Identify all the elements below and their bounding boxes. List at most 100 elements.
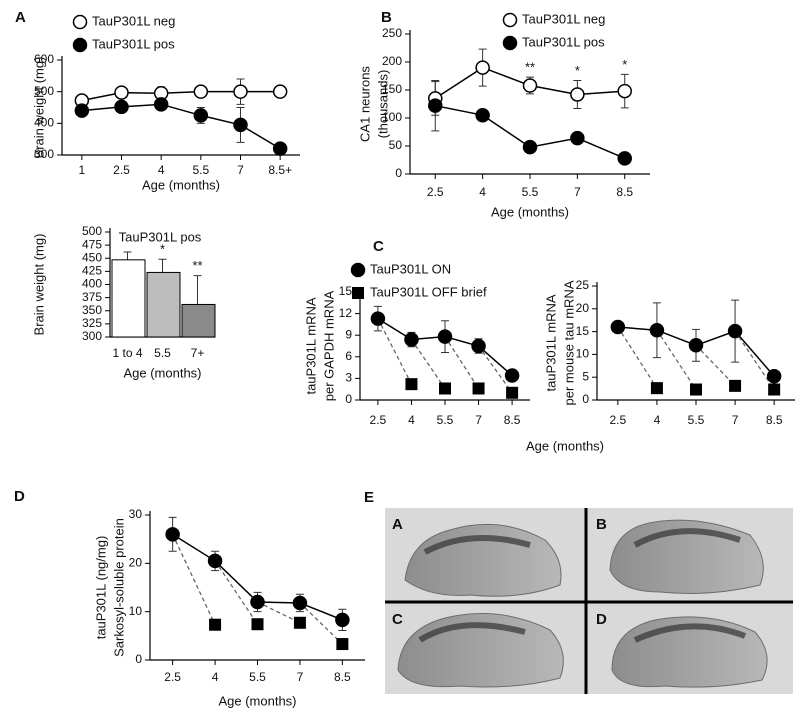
x-axis-label: Age (months) bbox=[123, 365, 201, 380]
marker bbox=[690, 383, 702, 396]
marker bbox=[502, 35, 518, 51]
connector bbox=[444, 336, 480, 389]
x-tick-label: 8.5+ bbox=[268, 163, 292, 177]
x-tick-label: 7 bbox=[574, 185, 581, 199]
y-axis-label: Brain weight (mg) bbox=[31, 57, 46, 159]
x-tick-label: 2.5 bbox=[113, 163, 130, 177]
y-tick-label: 0 bbox=[582, 392, 589, 406]
annotation: ** bbox=[192, 258, 202, 273]
marker bbox=[768, 383, 781, 396]
y-axis-label: CA1 neurons bbox=[357, 66, 372, 142]
x-tick-label: 7 bbox=[237, 163, 244, 177]
marker bbox=[404, 332, 419, 347]
legend-label: TauP301L neg bbox=[92, 13, 175, 28]
image-panel-e: A B C D E bbox=[364, 489, 793, 694]
marker bbox=[649, 322, 665, 338]
x-axis-label: Age (months) bbox=[218, 693, 296, 708]
panel-label: B bbox=[381, 9, 392, 26]
bar bbox=[146, 271, 181, 338]
x-tick-label: 7 bbox=[297, 670, 304, 684]
marker bbox=[193, 108, 209, 123]
y-tick-label: 15 bbox=[339, 284, 353, 298]
y-tick-label: 475 bbox=[82, 237, 102, 251]
marker bbox=[233, 117, 248, 133]
y-tick-label: 100 bbox=[382, 110, 402, 124]
legend-label: TauP301L ON bbox=[370, 261, 451, 276]
connector bbox=[299, 602, 343, 645]
x-axis-label: Age (months) bbox=[526, 438, 604, 453]
marker bbox=[439, 382, 451, 395]
x-tick-label: 1 bbox=[78, 163, 85, 177]
marker bbox=[727, 323, 743, 339]
marker bbox=[688, 338, 704, 353]
y-tick-label: 30 bbox=[129, 507, 143, 521]
y-tick-label: 325 bbox=[82, 316, 102, 330]
legend-label: TauP301L neg bbox=[522, 11, 605, 26]
x-tick-label: 4 bbox=[212, 670, 219, 684]
y-tick-label: 200 bbox=[382, 54, 402, 68]
x-tick-label: 2.5 bbox=[164, 670, 181, 684]
panel-label: A bbox=[15, 9, 26, 26]
y-axis-label: per GAPDH mRNA bbox=[321, 290, 336, 401]
y-tick-label: 3 bbox=[345, 371, 352, 385]
series-line bbox=[81, 103, 281, 150]
x-axis-label: Age (months) bbox=[491, 204, 569, 219]
y-tick-label: 300 bbox=[82, 329, 102, 343]
quadrant-label: A bbox=[392, 516, 403, 533]
x-tick-label: 5.5 bbox=[437, 413, 454, 427]
legend-label: TauP301L OFF brief bbox=[370, 284, 487, 299]
chart-title: TauP301L pos bbox=[119, 229, 202, 244]
y-axis-label: tauP301L mRNA bbox=[303, 297, 318, 394]
x-tick-label: 4 bbox=[158, 163, 165, 177]
x-tick-label: 1 to 4 bbox=[112, 346, 142, 360]
marker bbox=[292, 595, 308, 611]
connector bbox=[734, 330, 775, 390]
y-tick-label: 350 bbox=[82, 303, 102, 317]
marker bbox=[502, 12, 518, 28]
connector bbox=[172, 534, 216, 625]
y-tick-label: 250 bbox=[382, 26, 402, 40]
marker bbox=[114, 99, 129, 115]
x-tick-label: 8.5 bbox=[616, 185, 633, 199]
y-axis-label: Sarkosyl-soluble protein bbox=[111, 518, 126, 657]
x-tick-label: 8.5 bbox=[504, 413, 521, 427]
annotation: ** bbox=[525, 60, 535, 75]
x-tick-label: 4 bbox=[408, 413, 415, 427]
y-tick-label: 0 bbox=[135, 652, 142, 666]
y-tick-label: 400 bbox=[34, 116, 54, 130]
marker bbox=[766, 369, 782, 384]
y-tick-label: 5 bbox=[582, 369, 589, 383]
marker bbox=[233, 84, 248, 99]
quadrant-label: D bbox=[596, 611, 607, 628]
x-tick-label: 7+ bbox=[191, 346, 205, 360]
series-line bbox=[81, 90, 281, 102]
marker bbox=[437, 329, 453, 344]
legend-label: TauP301L pos bbox=[92, 36, 175, 51]
quadrant-label: C bbox=[392, 611, 403, 628]
marker bbox=[504, 368, 520, 383]
y-tick-label: 12 bbox=[339, 306, 353, 320]
y-axis-label: per mouse tau mRNA bbox=[561, 280, 576, 405]
marker bbox=[350, 262, 366, 278]
marker bbox=[336, 638, 349, 651]
y-tick-label: 10 bbox=[576, 347, 590, 361]
marker bbox=[293, 616, 306, 629]
y-tick-label: 150 bbox=[382, 82, 402, 96]
y-tick-label: 0 bbox=[345, 392, 352, 406]
x-tick-label: 5.5 bbox=[154, 346, 171, 360]
annotation: * bbox=[160, 242, 165, 257]
marker bbox=[272, 84, 288, 99]
bar bbox=[181, 303, 216, 338]
marker bbox=[471, 338, 486, 354]
marker bbox=[193, 84, 209, 99]
x-axis-label: Age (months) bbox=[142, 177, 220, 192]
x-tick-label: 7 bbox=[475, 413, 482, 427]
y-tick-label: 0 bbox=[395, 166, 402, 180]
x-tick-label: 2.5 bbox=[370, 413, 387, 427]
y-tick-label: 400 bbox=[82, 277, 102, 291]
marker bbox=[522, 139, 538, 155]
x-tick-label: 5.5 bbox=[522, 185, 539, 199]
connector bbox=[478, 345, 513, 394]
connector bbox=[377, 318, 413, 385]
x-tick-label: 2.5 bbox=[609, 413, 626, 427]
